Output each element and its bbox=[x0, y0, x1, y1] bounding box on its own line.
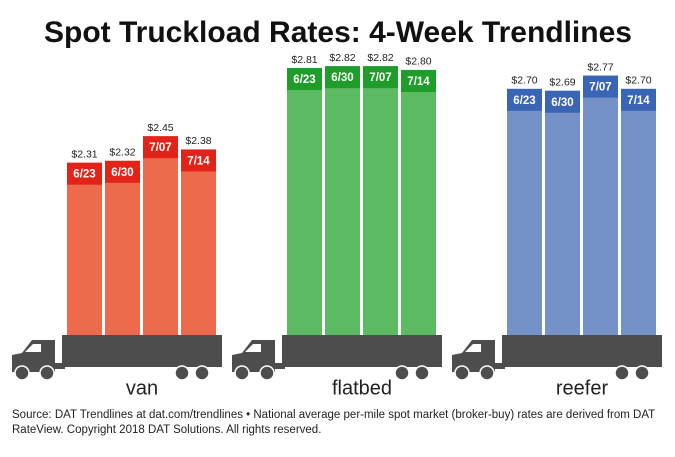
wheel bbox=[414, 365, 430, 381]
bar bbox=[143, 136, 178, 335]
week-label: 7/14 bbox=[187, 155, 210, 167]
bar bbox=[621, 88, 656, 335]
wheel bbox=[454, 365, 470, 381]
hitch bbox=[495, 363, 505, 369]
group-label: van bbox=[126, 377, 158, 399]
bar bbox=[287, 68, 322, 335]
value-label: $2.45 bbox=[147, 122, 173, 134]
value-label: $2.31 bbox=[71, 148, 97, 160]
week-label: 7/14 bbox=[407, 76, 430, 88]
cab-window bbox=[465, 344, 481, 352]
wheel bbox=[39, 365, 55, 381]
value-label: $2.81 bbox=[291, 54, 317, 66]
wheel bbox=[259, 365, 275, 381]
bar bbox=[401, 69, 436, 335]
bar bbox=[325, 66, 360, 335]
trailer bbox=[502, 335, 662, 367]
bar bbox=[181, 149, 216, 335]
week-label: 7/07 bbox=[149, 142, 171, 154]
week-label: 7/07 bbox=[369, 72, 391, 84]
wheel bbox=[394, 365, 410, 381]
bar-header bbox=[67, 162, 102, 185]
bar-header bbox=[143, 136, 178, 159]
bar-header bbox=[583, 75, 618, 98]
bar-header bbox=[105, 160, 140, 183]
value-label: $2.70 bbox=[625, 75, 651, 87]
bar-header bbox=[507, 88, 542, 111]
value-label: $2.77 bbox=[587, 61, 613, 73]
value-label: $2.80 bbox=[405, 56, 431, 68]
hitch bbox=[275, 363, 285, 369]
wheel bbox=[614, 365, 630, 381]
value-label: $2.32 bbox=[109, 147, 135, 159]
trailer bbox=[62, 335, 222, 367]
bar bbox=[105, 160, 140, 335]
bar-header bbox=[363, 66, 398, 89]
bar-header bbox=[325, 66, 360, 89]
week-label: 6/23 bbox=[293, 74, 315, 86]
bar-header bbox=[181, 149, 216, 172]
cab-window bbox=[245, 344, 261, 352]
hitch bbox=[55, 363, 65, 369]
value-label: $2.82 bbox=[367, 52, 393, 64]
wheel bbox=[174, 365, 190, 381]
group-label: reefer bbox=[556, 377, 609, 399]
wheel bbox=[634, 365, 650, 381]
value-label: $2.70 bbox=[511, 75, 537, 87]
wheel bbox=[194, 365, 210, 381]
bar-header bbox=[545, 90, 580, 113]
value-label: $2.38 bbox=[185, 135, 211, 147]
group-label: flatbed bbox=[332, 377, 392, 399]
week-label: 7/14 bbox=[627, 95, 650, 107]
chart-title: Spot Truckload Rates: 4-Week Trendlines bbox=[44, 16, 632, 49]
wheel bbox=[234, 365, 250, 381]
value-label: $2.69 bbox=[549, 77, 575, 89]
bar-header bbox=[287, 68, 322, 91]
source-note: Source: DAT Trendlines at dat.com/trendl… bbox=[12, 409, 655, 436]
truck-cab bbox=[12, 340, 55, 372]
truck-cab bbox=[232, 340, 275, 372]
week-label: 6/30 bbox=[111, 167, 133, 179]
cab-window bbox=[25, 344, 41, 352]
bar bbox=[507, 88, 542, 335]
wheel bbox=[14, 365, 30, 381]
week-label: 6/23 bbox=[513, 95, 535, 107]
week-label: 6/23 bbox=[73, 169, 95, 181]
wheel bbox=[479, 365, 495, 381]
week-label: 6/30 bbox=[331, 72, 353, 84]
value-label: $2.82 bbox=[329, 52, 355, 64]
bar bbox=[363, 66, 398, 335]
week-label: 6/30 bbox=[551, 97, 573, 109]
bar bbox=[545, 90, 580, 335]
bar-header bbox=[401, 69, 436, 92]
week-label: 7/07 bbox=[589, 82, 611, 94]
truck-cab bbox=[452, 340, 495, 372]
bar bbox=[67, 162, 102, 335]
bar bbox=[583, 75, 618, 335]
trailer bbox=[282, 335, 442, 367]
bar-header bbox=[621, 88, 656, 111]
